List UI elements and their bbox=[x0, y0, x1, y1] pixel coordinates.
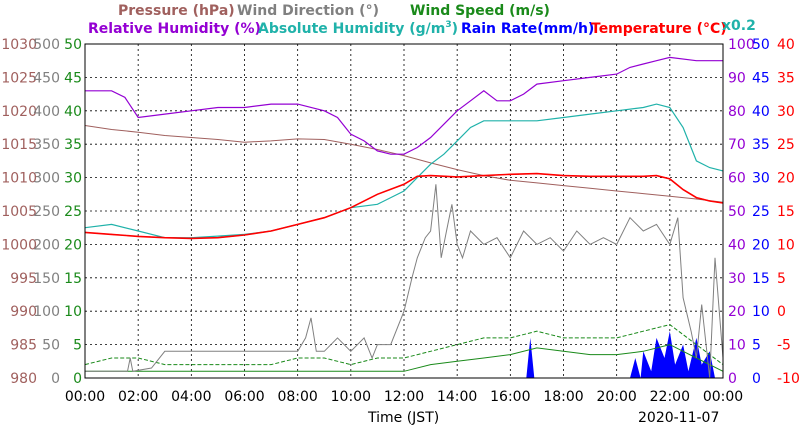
x-tick-label: 08:00 bbox=[277, 389, 317, 405]
y-tick-rain-rate: 5 bbox=[752, 338, 761, 354]
y-tick-wind-direction: 300 bbox=[33, 171, 60, 187]
y-tick-wind-direction: 350 bbox=[33, 137, 60, 153]
y-tick-wind-speed: 25 bbox=[64, 204, 82, 220]
wind-direction-line bbox=[85, 184, 724, 379]
y-tick-rain-rate: 30 bbox=[752, 171, 770, 187]
y-tick-rain-rate: 10 bbox=[752, 304, 770, 320]
header-rain-rate: Rain Rate(mm/h) bbox=[461, 21, 594, 37]
y-tick-wind-direction: 0 bbox=[51, 371, 60, 387]
y-tick-relative-humidity: 40 bbox=[728, 237, 746, 253]
y-tick-temperature: 35 bbox=[777, 70, 795, 86]
y-tick-pressure: 1030 bbox=[1, 37, 37, 53]
x-axis-label: Time (JST) bbox=[367, 410, 439, 426]
header-relative-humidity: Relative Humidity (%) bbox=[88, 21, 261, 37]
y-tick-temperature: 10 bbox=[777, 237, 795, 253]
y-tick-relative-humidity: 30 bbox=[728, 271, 746, 287]
y-tick-relative-humidity: 0 bbox=[728, 371, 737, 387]
y-tick-wind-direction: 150 bbox=[33, 271, 60, 287]
y-tick-rain-rate: 40 bbox=[752, 104, 770, 120]
x-tick-label: 00:00 bbox=[703, 389, 743, 405]
y-tick-wind-speed: 5 bbox=[73, 338, 82, 354]
y-tick-pressure: 1020 bbox=[1, 104, 37, 120]
y-tick-temperature: 25 bbox=[777, 137, 795, 153]
temperature-line bbox=[84, 172, 724, 240]
y-tick-pressure: 1010 bbox=[1, 171, 37, 187]
x-tick-label: 00:00 bbox=[65, 389, 105, 405]
plot-frame bbox=[84, 43, 724, 379]
y-tick-wind-direction: 500 bbox=[33, 37, 60, 53]
y-tick-wind-speed: 40 bbox=[64, 104, 82, 120]
y-tick-relative-humidity: 60 bbox=[728, 171, 746, 187]
wind-speed-line bbox=[85, 344, 724, 372]
y-tick-temperature: -10 bbox=[777, 371, 800, 387]
x-tick-label: 22:00 bbox=[650, 389, 690, 405]
y-tick-wind-direction: 50 bbox=[42, 338, 60, 354]
y-tick-wind-direction: 100 bbox=[33, 304, 60, 320]
y-tick-temperature: 15 bbox=[777, 204, 795, 220]
relative-humidity-line bbox=[85, 56, 723, 155]
header-wind-direction: Wind Direction (°) bbox=[237, 3, 379, 19]
pressure-line bbox=[84, 125, 724, 203]
y-tick-relative-humidity: 10 bbox=[728, 338, 746, 354]
y-tick-temperature: 40 bbox=[777, 37, 795, 53]
y-tick-pressure: 980 bbox=[10, 371, 37, 387]
y-tick-relative-humidity: 70 bbox=[728, 137, 746, 153]
y-tick-wind-speed: 0 bbox=[73, 371, 82, 387]
y-tick-wind-direction: 400 bbox=[33, 104, 60, 120]
y-tick-wind-speed: 15 bbox=[64, 271, 82, 287]
y-tick-rain-rate: 35 bbox=[752, 137, 770, 153]
y-tick-pressure: 1005 bbox=[1, 204, 37, 220]
y-tick-pressure: 1015 bbox=[1, 137, 37, 153]
y-tick-wind-speed: 35 bbox=[64, 137, 82, 153]
y-tick-rain-rate: 25 bbox=[752, 204, 770, 220]
y-tick-relative-humidity: 50 bbox=[728, 204, 746, 220]
x-tick-label: 14:00 bbox=[437, 389, 477, 405]
y-tick-pressure: 990 bbox=[10, 304, 37, 320]
x-tick-label: 10:00 bbox=[331, 389, 371, 405]
date-label: 2020-11-07 bbox=[638, 410, 719, 426]
y-tick-pressure: 985 bbox=[10, 338, 37, 354]
y-tick-rain-rate: 15 bbox=[752, 271, 770, 287]
header-temperature: Temperature (°C) bbox=[591, 21, 727, 37]
x-tick-label: 12:00 bbox=[384, 389, 424, 405]
y-tick-wind-speed: 45 bbox=[64, 70, 82, 86]
x-tick-label: 18:00 bbox=[543, 389, 583, 405]
y-tick-temperature: 30 bbox=[777, 104, 795, 120]
y-tick-rain-rate: 20 bbox=[752, 237, 770, 253]
y-tick-relative-humidity: 20 bbox=[728, 304, 746, 320]
header-pressure: Pressure (hPa) bbox=[118, 3, 235, 19]
y-tick-temperature: 5 bbox=[777, 271, 786, 287]
y-tick-wind-speed: 10 bbox=[64, 304, 82, 320]
x-tick-label: 02:00 bbox=[118, 389, 158, 405]
y-tick-pressure: 1000 bbox=[1, 237, 37, 253]
x-tick-label: 04:00 bbox=[171, 389, 211, 405]
y-tick-temperature: 0 bbox=[777, 304, 786, 320]
y-tick-rain-rate: 0 bbox=[752, 371, 761, 387]
rain-rate-area bbox=[85, 331, 723, 378]
x-tick-label: 06:00 bbox=[224, 389, 264, 405]
header-scale-note: x0.2 bbox=[722, 18, 756, 34]
y-tick-relative-humidity: 90 bbox=[728, 70, 746, 86]
y-tick-wind-direction: 250 bbox=[33, 204, 60, 220]
x-tick-label: 16:00 bbox=[490, 389, 530, 405]
y-tick-temperature: -5 bbox=[777, 338, 791, 354]
y-tick-rain-rate: 50 bbox=[752, 37, 770, 53]
header-absolute-humidity: Absolute Humidity (g/m3) bbox=[258, 20, 458, 37]
y-tick-wind-direction: 200 bbox=[33, 237, 60, 253]
y-tick-wind-speed: 20 bbox=[64, 237, 82, 253]
header-wind-speed: Wind Speed (m/s) bbox=[410, 3, 550, 19]
absolute-humidity-line bbox=[84, 103, 724, 239]
y-tick-pressure: 1025 bbox=[1, 70, 37, 86]
y-tick-rain-rate: 45 bbox=[752, 70, 770, 86]
y-tick-wind-speed: 50 bbox=[64, 37, 82, 53]
y-tick-wind-speed: 30 bbox=[64, 171, 82, 187]
y-tick-wind-direction: 450 bbox=[33, 70, 60, 86]
y-tick-temperature: 20 bbox=[777, 171, 795, 187]
y-tick-pressure: 995 bbox=[10, 271, 37, 287]
y-tick-relative-humidity: 80 bbox=[728, 104, 746, 120]
x-tick-label: 20:00 bbox=[596, 389, 636, 405]
y-tick-relative-humidity: 100 bbox=[728, 37, 755, 53]
